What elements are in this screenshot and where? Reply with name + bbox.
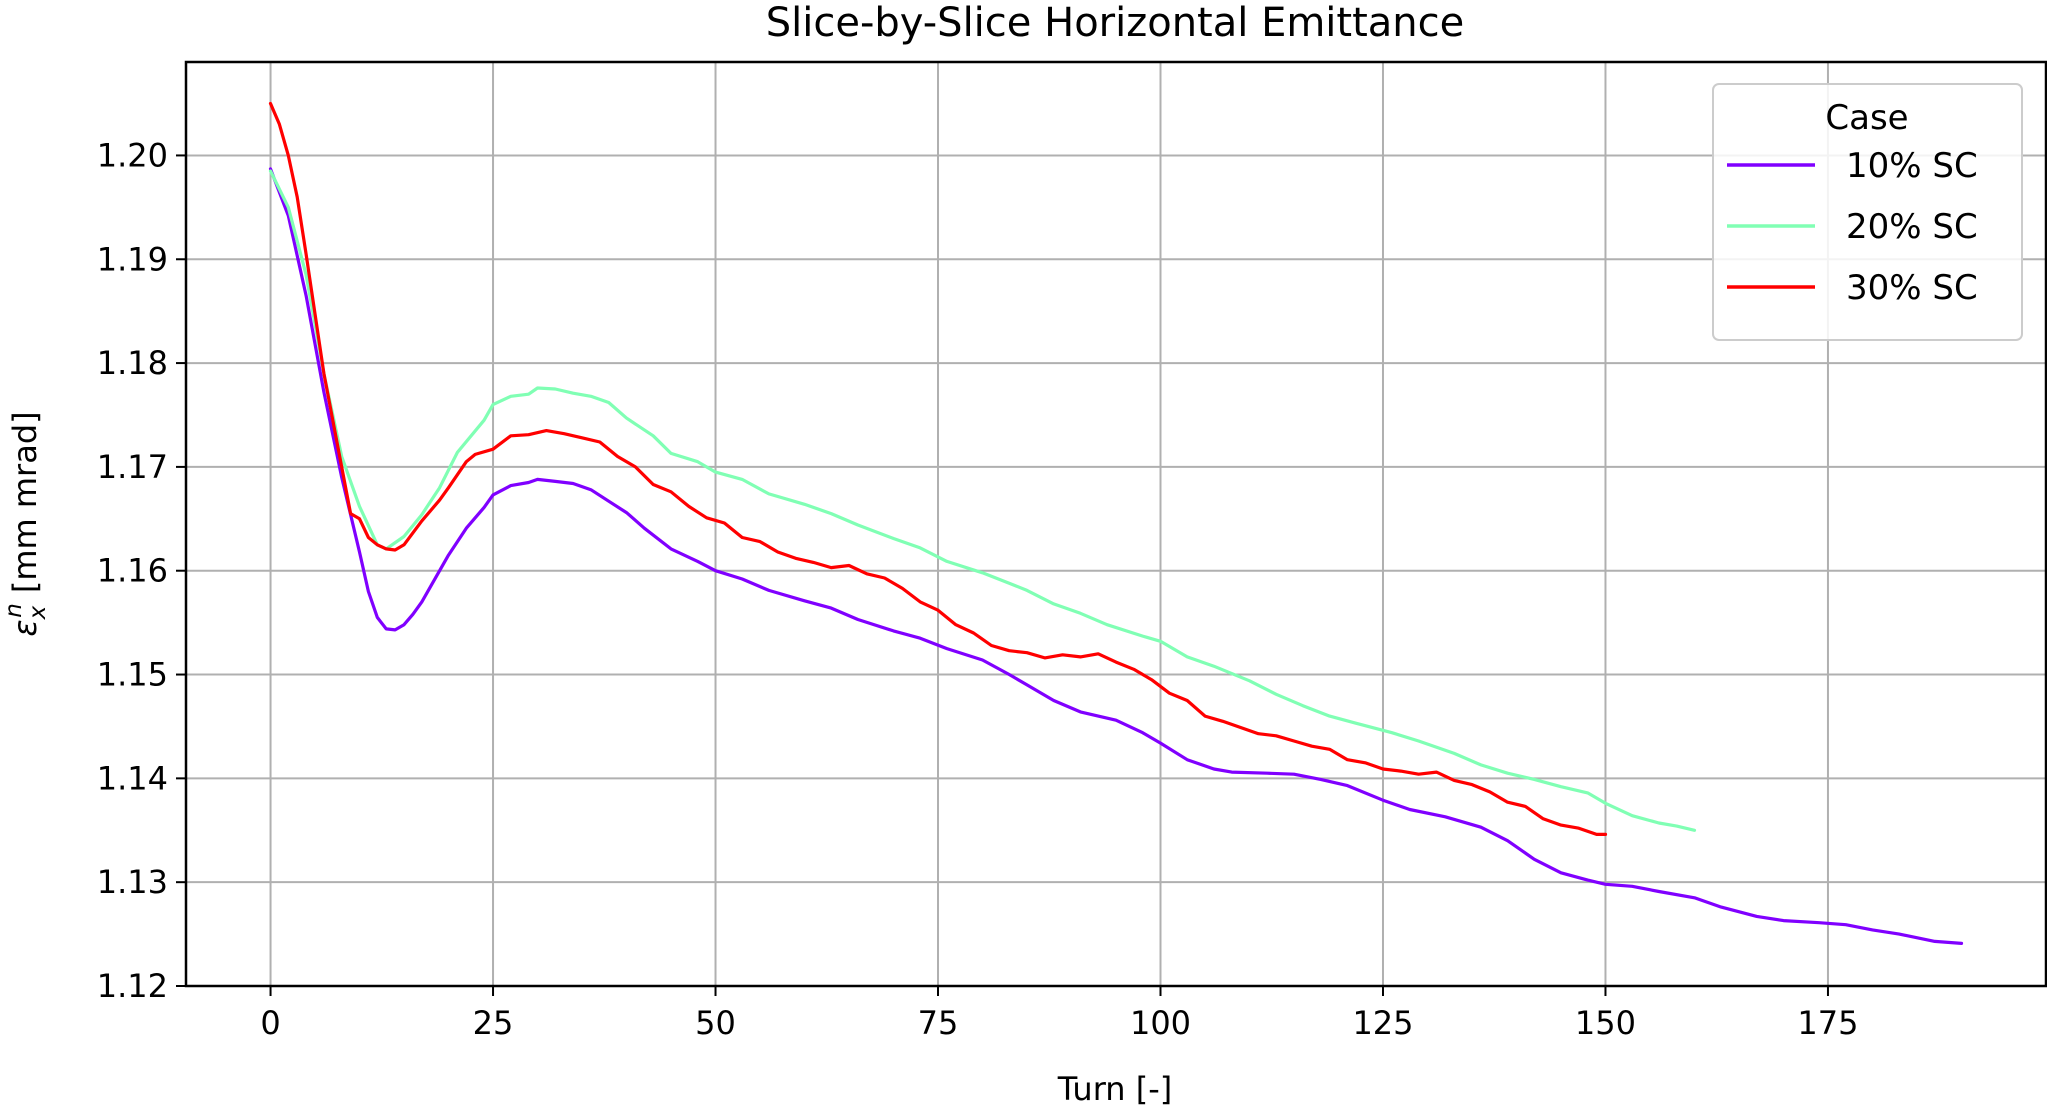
series-line xyxy=(268,167,1964,946)
y-tick-label: 1.12 xyxy=(97,967,168,1005)
chart-title: Slice-by-Slice Horizontal Emittance xyxy=(766,0,1465,46)
x-tick-label: 150 xyxy=(1575,1004,1636,1042)
y-tick-label: 1.19 xyxy=(97,240,168,278)
series-group xyxy=(268,101,1964,946)
legend-label: 30% SC xyxy=(1846,268,1978,308)
x-tick-label: 50 xyxy=(695,1004,736,1042)
y-axis-symbol: ε xyxy=(6,619,44,636)
legend-label: 20% SC xyxy=(1846,207,1978,247)
x-tick-label: 125 xyxy=(1352,1004,1413,1042)
x-tick-label: 175 xyxy=(1797,1004,1858,1042)
x-tick-label: 100 xyxy=(1130,1004,1191,1042)
series-line xyxy=(268,101,1608,837)
y-tick-label: 1.14 xyxy=(97,759,168,797)
legend: Case 10% SC 20% SC 30% SC xyxy=(1712,83,2023,341)
y-tick-label: 1.15 xyxy=(97,656,168,694)
legend-entries: 10% SC 20% SC 30% SC xyxy=(1727,146,1978,308)
legend-label: 10% SC xyxy=(1846,146,1978,186)
y-tick-label: 1.20 xyxy=(97,136,168,174)
y-axis: 1.12 1.13 1.14 1.15 1.16 1.17 1.18 1.19 1.20 xyxy=(97,136,186,1005)
y-axis-superscript: n xyxy=(1,603,27,618)
y-tick-label: 1.16 xyxy=(97,552,168,590)
y-axis-subscript: x xyxy=(25,605,51,620)
y-tick-label: 1.13 xyxy=(97,863,168,901)
legend-title: Case xyxy=(1825,98,1908,138)
y-tick-label: 1.18 xyxy=(97,344,168,382)
x-tick-label: 0 xyxy=(260,1004,280,1042)
series-line xyxy=(268,169,1697,832)
y-tick-label: 1.17 xyxy=(97,448,168,486)
y-axis-units: [mm mrad] xyxy=(6,411,44,593)
x-tick-label: 75 xyxy=(918,1004,959,1042)
plot-area-frame xyxy=(184,60,2047,988)
legend-box xyxy=(1712,83,2023,341)
x-axis-title: Turn [-] xyxy=(1057,1070,1173,1108)
x-tick-label: 25 xyxy=(473,1004,514,1042)
x-axis: 0 25 50 75 100 125 150 175 xyxy=(260,986,1859,1042)
y-axis-title: εxn [mm mrad] xyxy=(1,411,51,636)
